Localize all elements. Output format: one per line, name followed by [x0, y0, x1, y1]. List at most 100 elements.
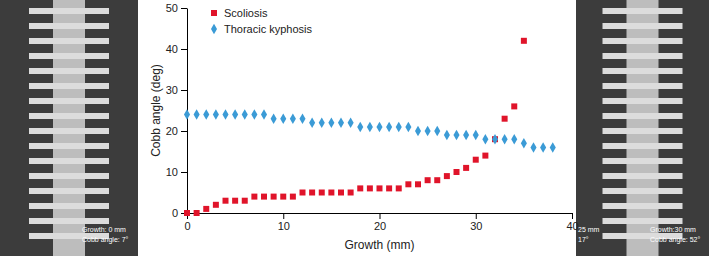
photo-vertebra [603, 188, 683, 194]
y-tick-label: 30 [166, 84, 178, 96]
point [290, 113, 296, 124]
photo-vertebra [603, 83, 683, 89]
point [203, 206, 209, 212]
photo-background [0, 0, 138, 256]
point [338, 190, 344, 196]
point [521, 38, 527, 44]
point [232, 198, 238, 204]
legend-marker [211, 24, 217, 35]
photo-vertebra [603, 23, 683, 29]
point [290, 194, 296, 200]
point [434, 126, 440, 137]
point [444, 130, 450, 141]
point [405, 122, 411, 133]
y-tick-label: 10 [166, 166, 178, 178]
point [463, 165, 469, 171]
point [213, 109, 219, 120]
series [184, 38, 527, 216]
y-tick-mark [181, 8, 187, 9]
photo-vertebra [29, 68, 109, 74]
photo-vertebra [29, 83, 109, 89]
photo-caption: Growth:30 mm [650, 226, 696, 233]
point [271, 113, 277, 124]
point [367, 185, 373, 191]
point [453, 130, 459, 141]
point [425, 126, 431, 137]
x-axis: 0 10 20 30 40 [184, 213, 578, 232]
photo-vertebra [29, 8, 109, 14]
point [348, 118, 354, 129]
y-tick-mark [181, 172, 187, 173]
y-tick-label: 0 [172, 207, 178, 219]
point [386, 122, 392, 133]
photo-vertebra [603, 173, 683, 179]
point [492, 134, 498, 145]
point [299, 113, 305, 124]
photo-caption: Cobb angle: 52° [650, 236, 700, 244]
point [194, 210, 200, 216]
point [405, 181, 411, 187]
point [338, 118, 344, 129]
photo-vertebra [603, 53, 683, 59]
x-tick-label: 20 [374, 220, 386, 232]
legend-label: Thoracic kyphosis [224, 23, 313, 35]
x-tick: 30 [470, 213, 482, 232]
point [396, 122, 402, 133]
x-tick: 10 [278, 213, 290, 232]
photo-vertebra [29, 158, 109, 164]
point [502, 116, 508, 122]
point [213, 202, 219, 208]
photo-vertebra [603, 113, 683, 119]
point [511, 134, 517, 145]
photo-caption: 25 mm [578, 226, 600, 233]
photo-vertebra [29, 98, 109, 104]
point [550, 142, 556, 153]
photo-caption: Growth: 0 mm [82, 226, 126, 233]
photo-background [576, 0, 709, 256]
legend-label: Scoliosis [224, 7, 268, 19]
figure: Growth: 0 mm Cobb angle: 7° 25 mm 17° Growth… [0, 0, 709, 256]
photo-vertebra [29, 188, 109, 194]
series [184, 109, 556, 152]
photo-vertebra [29, 143, 109, 149]
photo-vertebra [29, 23, 109, 29]
x-tick: 20 [374, 213, 386, 232]
point [184, 210, 190, 216]
point [184, 109, 190, 120]
x-tick: 40 [566, 213, 578, 232]
photo-vertebra [603, 38, 683, 44]
y-tick-mark [181, 131, 187, 132]
point [415, 181, 421, 187]
point [309, 190, 315, 196]
y-tick: 30 [166, 84, 187, 96]
photo-vertebra [29, 53, 109, 59]
photo-vertebra [29, 173, 109, 179]
point [319, 190, 325, 196]
point [261, 109, 267, 120]
x-axis-title: Growth (mm) [345, 238, 415, 252]
point [386, 185, 392, 191]
x-tick-label: 30 [470, 220, 482, 232]
x-tick-label: 10 [278, 220, 290, 232]
point [415, 126, 421, 137]
point [376, 122, 382, 133]
photo-caption: Cobb angle: 7° [82, 236, 129, 244]
point [367, 122, 373, 133]
photo-vertebra [603, 203, 683, 209]
y-tick: 40 [166, 43, 187, 55]
point [222, 109, 228, 120]
point [251, 194, 257, 200]
point [444, 173, 450, 179]
point [280, 194, 286, 200]
photo-caption: 17° [578, 236, 589, 243]
y-tick: 50 [166, 2, 187, 14]
point [251, 109, 257, 120]
x-tick-label: 0 [184, 220, 190, 232]
point [473, 130, 479, 141]
y-axis-title: Cobb angle (deg) [149, 64, 163, 157]
point [348, 190, 354, 196]
photo-vertebra [29, 203, 109, 209]
y-tick-mark [181, 49, 187, 50]
point [328, 118, 334, 129]
photo-vertebra [603, 218, 683, 224]
